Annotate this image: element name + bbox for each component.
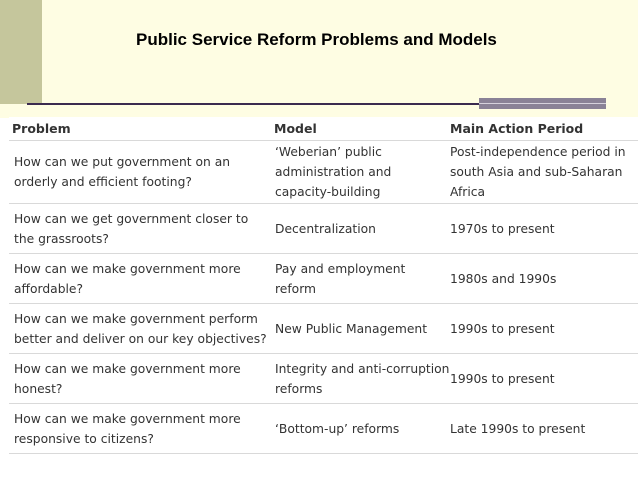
cell-period: Late 1990s to present xyxy=(450,421,586,436)
header-model: Model xyxy=(274,121,317,136)
table-row: How can we make government more responsi… xyxy=(9,403,638,454)
table-row: How can we get government closer to the … xyxy=(9,203,638,253)
divider-accent-bar xyxy=(479,98,606,109)
cell-model: Integrity and anti-corruption reforms xyxy=(275,361,450,396)
cell-period: Post-independence period in south Asia a… xyxy=(450,145,626,199)
cell-model: ‘Weberian’ public administration and cap… xyxy=(275,145,392,199)
cell-problem: How can we make government more affordab… xyxy=(14,261,241,296)
table-row: How can we make government more honest? … xyxy=(9,353,638,403)
slide-title: Public Service Reform Problems and Model… xyxy=(136,30,497,49)
title-divider xyxy=(27,103,605,105)
cell-problem: How can we make government more responsi… xyxy=(14,411,241,446)
cell-problem: How can we make government perform bette… xyxy=(14,311,267,346)
table-row: How can we make government perform bette… xyxy=(9,303,638,353)
cell-model: New Public Management xyxy=(275,321,428,336)
table-row: How can we make government more affordab… xyxy=(9,253,638,303)
table-row: How can we put government on an orderly … xyxy=(9,140,638,203)
cell-period: 1990s to present xyxy=(450,371,555,386)
cell-period: 1990s to present xyxy=(450,321,555,336)
cell-problem: How can we make government more honest? xyxy=(14,361,241,396)
cell-problem: How can we put government on an orderly … xyxy=(14,155,231,189)
cell-model: ‘Bottom-up’ reforms xyxy=(275,421,400,436)
cell-model: Pay and employment reform xyxy=(275,261,406,296)
decorative-side-bar xyxy=(0,0,42,104)
header-problem: Problem xyxy=(12,121,71,136)
cell-period: 1970s to present xyxy=(450,221,555,236)
cell-period: 1980s and 1990s xyxy=(450,271,557,286)
cell-problem: How can we get government closer to the … xyxy=(14,211,249,246)
accent-stripe xyxy=(479,103,606,104)
reform-table: Problem Model Main Action Period How can… xyxy=(9,117,638,454)
table-header-row: Problem Model Main Action Period xyxy=(9,117,638,140)
cell-model: Decentralization xyxy=(275,221,376,236)
header-period: Main Action Period xyxy=(450,121,584,136)
